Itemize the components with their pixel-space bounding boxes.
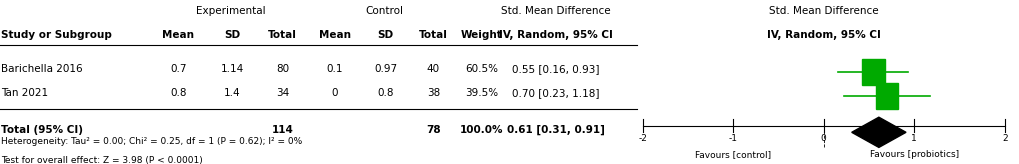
Text: -2: -2: [638, 134, 646, 143]
Text: 114: 114: [271, 125, 293, 135]
Text: Std. Mean Difference: Std. Mean Difference: [768, 6, 877, 16]
Text: IV, Random, 95% CI: IV, Random, 95% CI: [766, 30, 879, 40]
Text: Weight: Weight: [461, 30, 501, 40]
Text: Heterogeneity: Tau² = 0.00; Chi² = 0.25, df = 1 (P = 0.62); I² = 0%: Heterogeneity: Tau² = 0.00; Chi² = 0.25,…: [1, 137, 302, 146]
Text: -1: -1: [728, 134, 737, 143]
Text: 0.8: 0.8: [170, 88, 186, 98]
Text: 0: 0: [820, 134, 825, 143]
Text: Mean: Mean: [162, 30, 195, 40]
Text: 34: 34: [276, 88, 288, 98]
Text: 0.1: 0.1: [326, 64, 342, 74]
Text: 40: 40: [427, 64, 439, 74]
Text: 0.7: 0.7: [170, 64, 186, 74]
Text: 1.14: 1.14: [221, 64, 244, 74]
Text: 2: 2: [1001, 134, 1007, 143]
Text: Barichella 2016: Barichella 2016: [1, 64, 83, 74]
Text: Total: Total: [268, 30, 297, 40]
Polygon shape: [851, 117, 905, 147]
Text: 0.70 [0.23, 1.18]: 0.70 [0.23, 1.18]: [512, 88, 599, 98]
Text: Tan 2021: Tan 2021: [1, 88, 48, 98]
Text: 0: 0: [331, 88, 337, 98]
Text: 80: 80: [276, 64, 288, 74]
Text: Total: Total: [419, 30, 447, 40]
Text: Study or Subgroup: Study or Subgroup: [1, 30, 112, 40]
Text: 0.8: 0.8: [377, 88, 393, 98]
Bar: [875, 83, 898, 109]
Text: 0.55 [0.16, 0.93]: 0.55 [0.16, 0.93]: [512, 64, 599, 74]
Bar: [861, 59, 883, 85]
Text: Experimental: Experimental: [196, 6, 265, 16]
Text: Favours [probiotics]: Favours [probiotics]: [869, 150, 958, 159]
Text: Total (95% CI): Total (95% CI): [1, 125, 83, 135]
Text: 60.5%: 60.5%: [465, 64, 497, 74]
Text: 1: 1: [910, 134, 916, 143]
Text: 39.5%: 39.5%: [465, 88, 497, 98]
Text: Std. Mean Difference: Std. Mean Difference: [500, 6, 610, 16]
Text: 1.4: 1.4: [224, 88, 240, 98]
Text: 0.61 [0.31, 0.91]: 0.61 [0.31, 0.91]: [506, 125, 604, 135]
Text: Favours [control]: Favours [control]: [694, 150, 770, 159]
Text: Mean: Mean: [318, 30, 351, 40]
Text: SD: SD: [224, 30, 240, 40]
Text: Control: Control: [365, 6, 403, 16]
Text: 0.97: 0.97: [374, 64, 396, 74]
Text: IV, Random, 95% CI: IV, Random, 95% CI: [498, 30, 612, 40]
Text: Test for overall effect: Z = 3.98 (P < 0.0001): Test for overall effect: Z = 3.98 (P < 0…: [1, 156, 203, 164]
Text: 38: 38: [427, 88, 439, 98]
Text: 78: 78: [426, 125, 440, 135]
Text: 100.0%: 100.0%: [460, 125, 502, 135]
Text: SD: SD: [377, 30, 393, 40]
